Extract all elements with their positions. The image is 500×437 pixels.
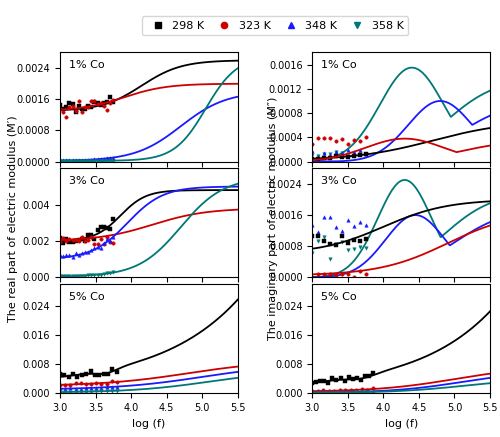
Text: 1% Co: 1% Co: [69, 60, 104, 70]
Text: 5% Co: 5% Co: [69, 292, 104, 302]
Text: 5% Co: 5% Co: [321, 292, 357, 302]
Text: 1% Co: 1% Co: [321, 60, 357, 70]
Text: 3% Co: 3% Co: [69, 176, 104, 186]
Text: The imaginary part of electric modulus (M″): The imaginary part of electric modulus (…: [268, 97, 278, 340]
X-axis label: log (f): log (f): [132, 419, 166, 429]
X-axis label: log (f): log (f): [384, 419, 418, 429]
Legend: 298 K, 323 K, 348 K, 358 K: 298 K, 323 K, 348 K, 358 K: [142, 17, 408, 35]
Text: The real part of electric modulus (M′): The real part of electric modulus (M′): [8, 115, 18, 322]
Text: 3% Co: 3% Co: [321, 176, 357, 186]
